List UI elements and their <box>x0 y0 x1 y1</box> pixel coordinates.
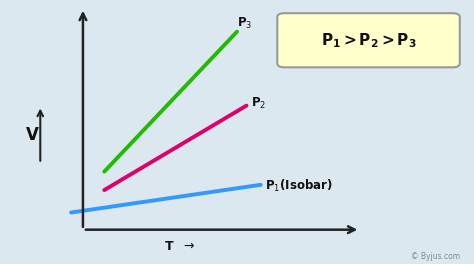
Text: © Byjus.com: © Byjus.com <box>410 252 460 261</box>
Text: P$_3$: P$_3$ <box>237 16 252 31</box>
Text: $\mathbf{P_1}$$\mathbf{>}$$\mathbf{P_2}$$\mathbf{>}$$\mathbf{P_3}$: $\mathbf{P_1}$$\mathbf{>}$$\mathbf{P_2}$… <box>321 31 416 50</box>
Text: V: V <box>26 126 39 144</box>
Text: T  $\rightarrow$: T $\rightarrow$ <box>164 241 196 253</box>
FancyBboxPatch shape <box>277 13 460 67</box>
Text: P$_1$(Isobar): P$_1$(Isobar) <box>265 178 333 194</box>
Text: P$_2$: P$_2$ <box>251 95 266 111</box>
